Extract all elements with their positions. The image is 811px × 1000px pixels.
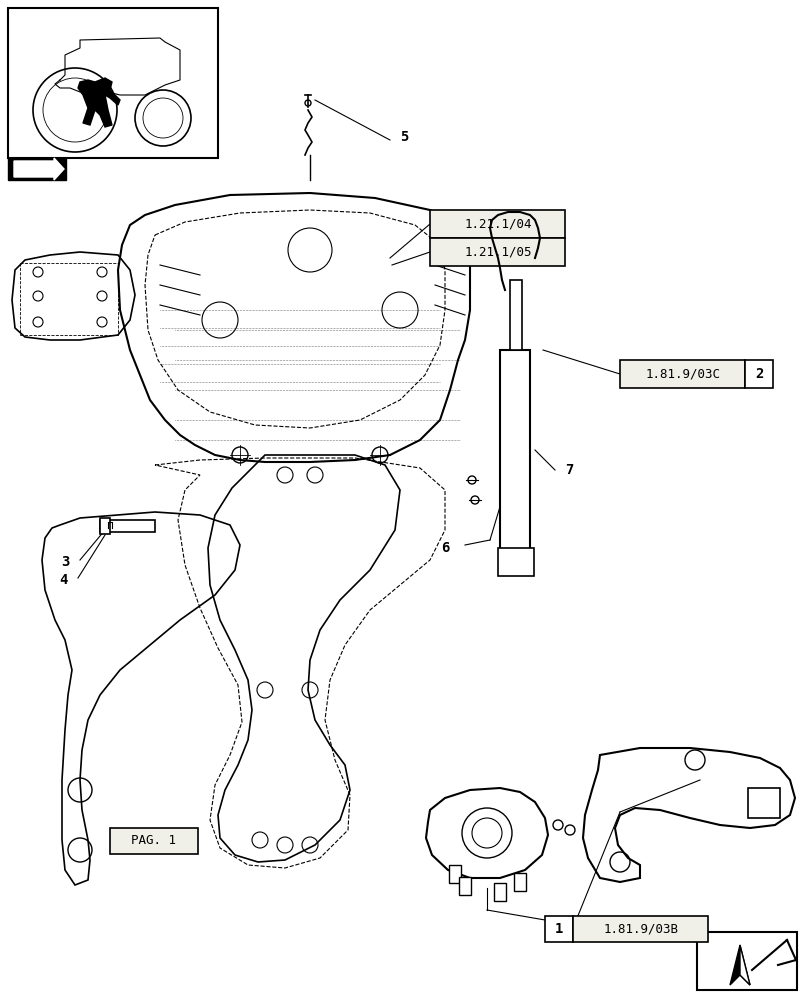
Text: 1.21.1/04: 1.21.1/04 bbox=[464, 218, 531, 231]
Bar bbox=[493, 883, 505, 901]
Bar bbox=[744, 360, 772, 388]
Polygon shape bbox=[739, 945, 749, 985]
Polygon shape bbox=[14, 158, 64, 180]
Bar bbox=[696, 932, 796, 990]
Bar bbox=[458, 877, 470, 895]
Bar bbox=[100, 520, 155, 532]
Bar bbox=[573, 916, 707, 942]
Bar bbox=[430, 238, 564, 266]
Polygon shape bbox=[78, 78, 120, 127]
Text: 7: 7 bbox=[564, 463, 573, 477]
Polygon shape bbox=[729, 945, 749, 985]
Text: 3: 3 bbox=[62, 555, 70, 569]
Bar bbox=[109, 828, 198, 854]
Text: 6: 6 bbox=[441, 541, 449, 555]
Text: 1.81.9/03B: 1.81.9/03B bbox=[603, 922, 678, 936]
Bar bbox=[513, 873, 526, 891]
Bar bbox=[620, 360, 744, 388]
Bar bbox=[430, 210, 564, 238]
Text: 2: 2 bbox=[754, 367, 762, 381]
Text: PAG. 1: PAG. 1 bbox=[131, 834, 176, 848]
Bar bbox=[8, 8, 217, 158]
Text: 4: 4 bbox=[59, 573, 68, 587]
Bar bbox=[8, 158, 66, 180]
Bar bbox=[500, 350, 530, 550]
Bar bbox=[497, 548, 534, 576]
Text: 1: 1 bbox=[554, 922, 563, 936]
Text: 1.21.1/05: 1.21.1/05 bbox=[464, 245, 531, 258]
Text: 1.81.9/03C: 1.81.9/03C bbox=[645, 367, 719, 380]
Bar bbox=[448, 865, 461, 883]
Bar bbox=[100, 518, 109, 534]
Text: 5: 5 bbox=[400, 130, 408, 144]
Bar bbox=[747, 788, 779, 818]
Bar bbox=[509, 280, 521, 350]
Bar bbox=[544, 916, 573, 942]
